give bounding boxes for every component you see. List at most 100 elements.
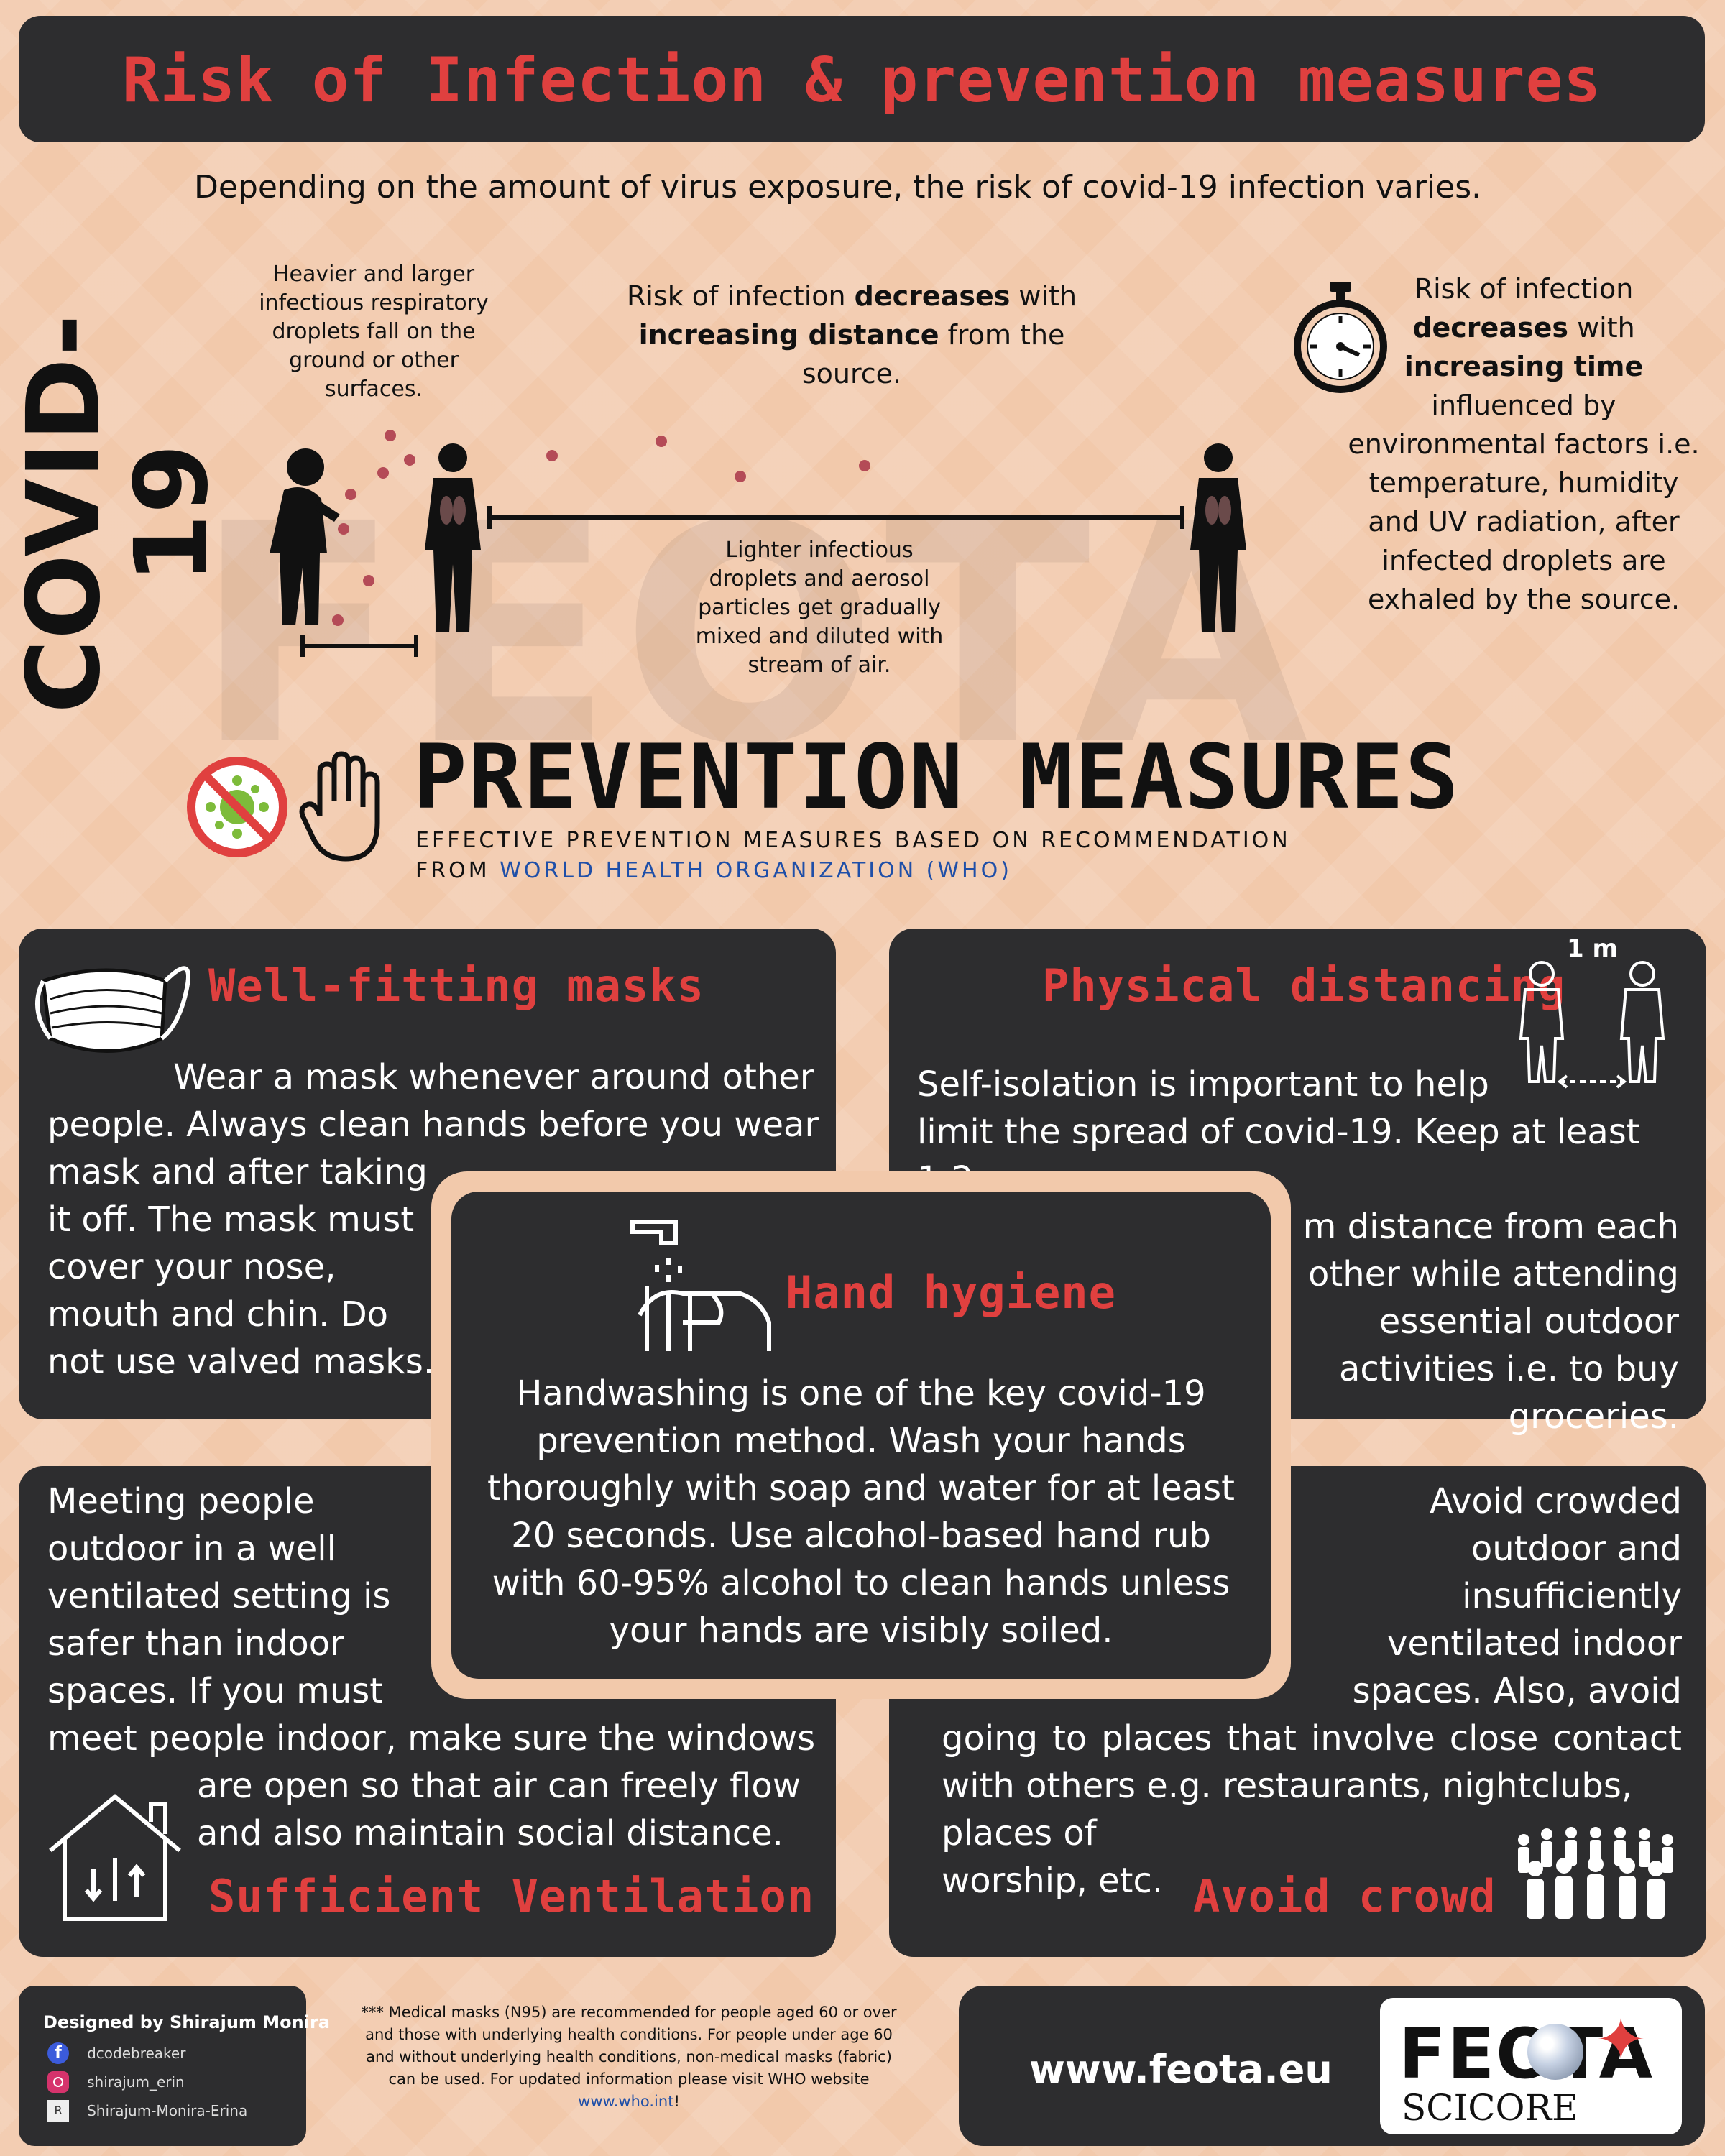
logo-star-icon: ✦ <box>1596 2004 1647 2075</box>
distance-mid: with <box>1010 280 1077 312</box>
ventilation-line: safer than indoor <box>47 1623 344 1664</box>
distance-pre: Risk of infection <box>626 280 855 312</box>
distance-line-right <box>1180 506 1184 529</box>
ventilation-line: ventilated setting is <box>47 1576 391 1616</box>
masks-text: Wear a mask whenever around other people… <box>47 1054 831 1386</box>
distancing-line: m distance from each <box>1302 1207 1679 1247</box>
distancing-line: Self-isolation is important to help <box>917 1064 1489 1105</box>
distance-scale-short-right <box>414 635 418 657</box>
footnote-text: *** Medical masks (N95) are recommended … <box>361 2004 897 2088</box>
distance-line-left <box>487 506 492 529</box>
distancing-icon-label: 1 m <box>1567 934 1618 963</box>
facebook-icon: f <box>47 2042 69 2064</box>
prevention-subtitle: EFFECTIVE PREVENTION MEASURES BASED ON R… <box>415 828 1291 853</box>
ventilation-line: spaces. If you must <box>47 1671 384 1711</box>
social-handle: shirajum_erin <box>87 2073 185 2091</box>
ventilation-line: Meeting people <box>47 1481 315 1521</box>
ventilation-line: and also maintain social distance. <box>197 1813 783 1853</box>
designed-by: Designed by Shirajum Monira <box>43 2012 330 2032</box>
ventilation-line: are open so that air can freely flow <box>197 1766 801 1806</box>
prevention-subtitle-2: FROM WORLD HEALTH ORGANIZATION (WHO) <box>415 858 1012 883</box>
distancing-line: activities i.e. to buy <box>1338 1349 1679 1389</box>
distance-line <box>489 515 1183 520</box>
footnote-end: ! <box>673 2093 680 2110</box>
distance-text: Risk of infection decreases with increas… <box>611 277 1092 393</box>
person-with-lungs-icon <box>1186 442 1251 636</box>
crowd-line: with others e.g. restaurants, nightclubs… <box>942 1766 1633 1806</box>
droplet <box>546 450 558 461</box>
droplet <box>735 471 746 482</box>
hand-washing-icon <box>625 1215 776 1358</box>
hygiene-line: with 60-95% alcohol to clean hands unles… <box>492 1563 1230 1603</box>
intro-text: Depending on the amount of virus exposur… <box>194 169 1482 206</box>
time-text: Risk of infection decreases with increas… <box>1344 270 1703 619</box>
hygiene-line: thoroughly with soap and water for at le… <box>487 1468 1235 1508</box>
crowd-line: places of <box>942 1813 1097 1853</box>
social-row[interactable]: shirajum_erin <box>47 2071 185 2093</box>
social-row[interactable]: f dcodebreaker <box>47 2042 185 2064</box>
distance-scale-short-left <box>300 635 305 657</box>
droplet <box>859 460 870 471</box>
logo-subtext: SCICORE <box>1402 2087 1578 2129</box>
virus-no-icon <box>183 753 291 861</box>
mask-icon <box>29 938 194 1082</box>
droplet <box>338 523 349 535</box>
crowd-line: Avoid crowded <box>1429 1481 1682 1521</box>
page-title: Risk of Infection & prevention measures <box>121 45 1602 116</box>
person-with-lungs-icon <box>420 442 485 636</box>
logo-text: FEOTA <box>1399 2014 1655 2094</box>
ventilation-text: Meeting people outdoor in a well ventila… <box>47 1478 831 1857</box>
masks-line: not use valved masks. <box>47 1342 435 1382</box>
social-handle: Shirajum-Monira-Erina <box>87 2102 248 2119</box>
time-bold-2: increasing time <box>1404 351 1644 382</box>
time-pre: Risk of infection <box>1414 273 1634 305</box>
crowd-line: ventilated indoor <box>1386 1623 1682 1664</box>
time-bold-1: decreases <box>1412 312 1568 344</box>
who-website-link[interactable]: www.who.int <box>578 2093 674 2110</box>
distancing-icon <box>1509 938 1675 1096</box>
hygiene-title: Hand hygiene <box>786 1266 1116 1319</box>
crowd-line: insufficiently <box>1462 1576 1682 1616</box>
stop-hand-icon <box>298 751 385 866</box>
time-mid: with <box>1568 312 1635 344</box>
droplet <box>363 575 374 586</box>
crowd-line: worship, etc. <box>942 1861 1164 1901</box>
distancing-line: other while attending <box>1308 1254 1679 1294</box>
distance-scale-short <box>302 644 417 648</box>
credits-panel <box>19 1986 306 2146</box>
ventilation-line: outdoor in a well <box>47 1529 336 1569</box>
time-post: influenced by environmental factors i.e.… <box>1348 390 1700 615</box>
prevention-from: FROM <box>415 858 500 883</box>
distance-post: from the source. <box>801 319 1065 390</box>
crowd-line: going to places that involve close conta… <box>942 1718 1682 1759</box>
light-droplets-text: Lighter infectious droplets and aerosol … <box>695 538 944 678</box>
ventilation-line: meet people indoor, make sure the window… <box>47 1718 816 1759</box>
masks-line: cover your nose, <box>47 1247 336 1287</box>
masks-line: mouth and chin. Do <box>47 1294 389 1335</box>
droplet <box>656 436 667 447</box>
droplet <box>332 614 344 626</box>
distancing-title: Physical distancing <box>1042 959 1566 1012</box>
who-link[interactable]: WORLD HEALTH ORGANIZATION (WHO) <box>500 858 1012 883</box>
house-ventilation-icon <box>43 1789 187 1926</box>
droplet <box>345 489 356 500</box>
hygiene-panel <box>451 1192 1271 1679</box>
hygiene-line: your hands are visibly soiled. <box>609 1611 1113 1651</box>
crowd-icon <box>1509 1818 1682 1926</box>
masks-title: Well-fitting masks <box>208 959 704 1012</box>
distancing-line: groceries. <box>1508 1396 1679 1437</box>
ventilation-title: Sufficient Ventilation <box>208 1870 815 1922</box>
crowd-text: Avoid crowded outdoor and insufficiently… <box>942 1478 1682 1904</box>
researchgate-icon: R <box>47 2100 69 2122</box>
crowd-title: Avoid crowd <box>1193 1870 1496 1922</box>
masks-line: Wear a mask whenever around other <box>173 1057 814 1097</box>
social-row[interactable]: R Shirajum-Monira-Erina <box>47 2100 247 2122</box>
logo-box: FEOTA SCICORE ✦ <box>1380 1998 1682 2134</box>
stopwatch-icon <box>1290 280 1391 395</box>
coughing-person-icon <box>255 446 356 632</box>
website-link[interactable]: www.feota.eu <box>1029 2047 1333 2092</box>
side-label: COVID-19 <box>6 314 231 714</box>
hygiene-line: prevention method. Wash your hands <box>536 1421 1186 1461</box>
droplet <box>385 430 396 441</box>
hygiene-line: 20 seconds. Use alcohol-based hand rub <box>511 1516 1211 1556</box>
